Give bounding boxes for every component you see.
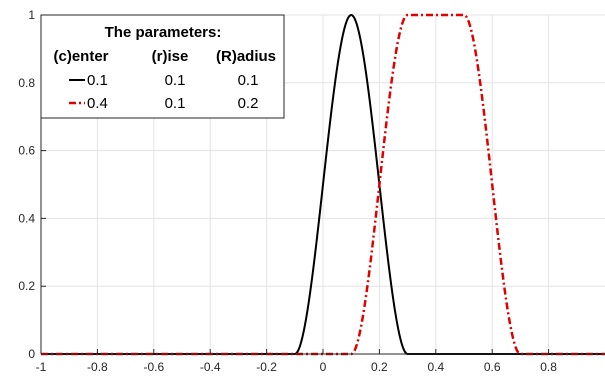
legend-row-1-radius: 0.1	[238, 72, 259, 89]
x-tick-label: 0	[320, 360, 327, 374]
x-tick-label: 0.6	[484, 360, 501, 374]
y-tick-label: 0.6	[18, 144, 35, 158]
legend: The parameters: (c)enter (r)ise (R)adius…	[40, 14, 285, 119]
x-tick-label: -1	[36, 360, 47, 374]
x-tick-label: 0.8	[540, 360, 557, 374]
x-tick-label: 0.2	[371, 360, 388, 374]
y-tick-label: 0.4	[18, 211, 35, 225]
legend-header-center: (c)enter	[53, 48, 108, 65]
legend-row-1-rise: 0.1	[165, 72, 186, 89]
x-tick-label: 0.4	[427, 360, 444, 374]
legend-row-2-center: 0.4	[87, 95, 108, 112]
y-tick-label: 0.8	[18, 76, 35, 90]
tick-labels: -1 -0.8 -0.6 -0.4 -0.2 0 0.2 0.4 0.6 0.8 0 0.2 0.4 0.…	[18, 8, 557, 374]
y-tick-label: 0	[28, 347, 35, 361]
legend-header-radius: (R)adius	[216, 48, 276, 65]
y-tick-label: 1	[28, 8, 35, 22]
legend-header-rise: (r)ise	[152, 48, 189, 65]
legend-box	[40, 14, 285, 119]
legend-row-2-rise: 0.1	[165, 95, 186, 112]
x-tick-label: -0.6	[143, 360, 164, 374]
legend-title: The parameters:	[105, 24, 222, 41]
legend-row-2-radius: 0.2	[238, 95, 259, 112]
x-tick-label: -0.8	[87, 360, 108, 374]
x-tick-label: -0.2	[256, 360, 277, 374]
legend-row-1-center: 0.1	[87, 72, 108, 89]
x-tick-label: -0.4	[200, 360, 221, 374]
y-tick-label: 0.2	[18, 279, 35, 293]
